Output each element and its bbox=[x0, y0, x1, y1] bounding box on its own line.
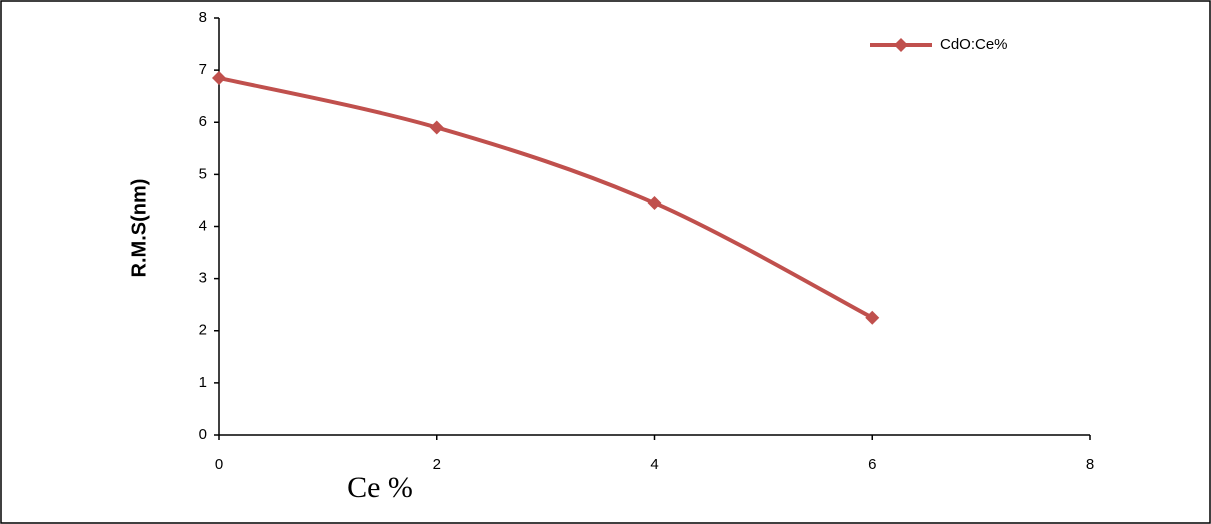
x-tick-label: 6 bbox=[868, 456, 876, 473]
y-tick-label: 7 bbox=[199, 61, 207, 78]
marker bbox=[212, 70, 226, 85]
marker bbox=[647, 196, 662, 211]
series-line bbox=[218, 75, 874, 320]
y-tick-label: 5 bbox=[199, 165, 207, 182]
x-axis-label: Ce % bbox=[347, 471, 413, 504]
y-tick-label: 1 bbox=[199, 374, 207, 391]
y-tick-label: 0 bbox=[199, 426, 207, 443]
marker bbox=[429, 120, 444, 135]
legend-marker bbox=[894, 38, 908, 52]
y-tick-label: 3 bbox=[199, 270, 207, 287]
legend-label: CdO:Ce% bbox=[940, 36, 1008, 53]
y-tick-label: 4 bbox=[199, 217, 207, 234]
x-tick-label: 4 bbox=[650, 456, 658, 473]
x-tick-label: 2 bbox=[433, 456, 441, 473]
x-tick-label: 8 bbox=[1086, 456, 1094, 473]
y-axis-label: R.M.S(nm) bbox=[128, 179, 150, 278]
y-tick-label: 8 bbox=[199, 9, 207, 26]
marker bbox=[865, 310, 880, 325]
y-tick-label: 2 bbox=[199, 322, 207, 339]
x-tick-label: 0 bbox=[215, 456, 223, 473]
y-tick-label: 6 bbox=[199, 113, 207, 130]
